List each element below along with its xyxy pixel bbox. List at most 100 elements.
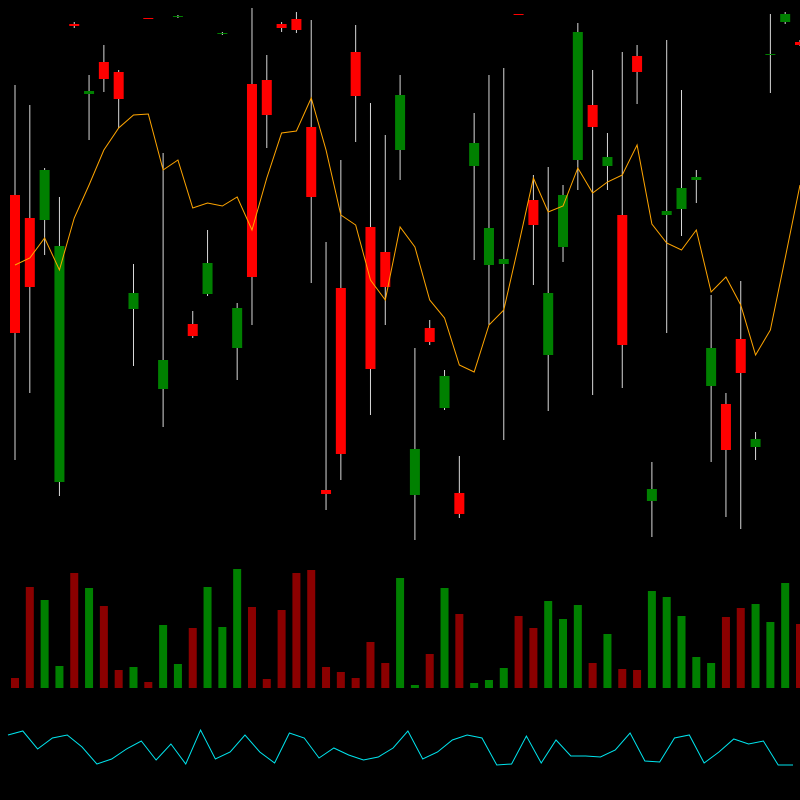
candle-body [54, 246, 65, 482]
volume-bar [396, 578, 405, 688]
candle-body [572, 32, 583, 160]
volume-bar [588, 663, 597, 688]
volume-bar [662, 597, 671, 688]
volume-bar [351, 678, 360, 688]
candle-body [602, 157, 613, 166]
candle-body [469, 143, 480, 166]
volume-bar [677, 616, 686, 688]
volume-bar [144, 682, 153, 688]
candle-body [424, 328, 435, 342]
candle-body [395, 95, 406, 150]
candle-body [735, 339, 746, 373]
candle-body [84, 91, 95, 94]
candle-body [69, 24, 80, 26]
candle-body [409, 449, 420, 495]
volume-bar [188, 628, 197, 688]
candle-body [454, 493, 465, 514]
volume-bar [499, 668, 508, 688]
candle-body [720, 404, 731, 450]
volume-bar [751, 604, 760, 688]
candle-body [10, 195, 20, 333]
candle-body [128, 293, 139, 309]
volume-bar [692, 657, 701, 688]
volume-bar [322, 667, 331, 688]
candle-body [587, 105, 598, 127]
volume-bar [618, 669, 627, 688]
volume-bar [70, 573, 79, 688]
volume-bar [114, 670, 123, 688]
volume-bar [470, 683, 479, 688]
volume-bar [129, 667, 138, 688]
volume-bar [40, 600, 49, 688]
volume-bar [781, 583, 790, 688]
candle-body [217, 33, 228, 34]
candle-body [439, 376, 450, 408]
volume-bar [647, 591, 656, 688]
volume-bar [707, 663, 716, 688]
candle-body [498, 259, 509, 264]
candle-body [380, 252, 391, 287]
volume-bar [218, 627, 227, 688]
candle-body [483, 228, 494, 265]
candle-body [113, 72, 124, 99]
volume-bar [262, 679, 271, 688]
volume-bar [573, 605, 582, 688]
moving-average [14, 96, 800, 373]
volume-bar [440, 588, 449, 688]
candle-body [306, 127, 317, 197]
candle-body [98, 62, 109, 79]
volume-bar [603, 634, 612, 688]
volume-bar [336, 672, 345, 688]
volume-bar [233, 569, 242, 688]
volume-bar [247, 607, 256, 688]
candle-body [646, 489, 657, 501]
candle-body [350, 52, 361, 96]
candle-body [661, 211, 672, 215]
candle-body [276, 24, 287, 28]
volume-bar [99, 606, 108, 688]
volume-bar [410, 685, 419, 688]
volume-bar [633, 670, 642, 688]
candle-body [39, 170, 50, 220]
candle-body [780, 14, 791, 22]
volume-bar [159, 625, 168, 688]
volume-bar [559, 619, 568, 688]
volume-bar [203, 587, 212, 688]
candle-body [321, 490, 332, 494]
candle-body [706, 348, 717, 386]
candle-body [558, 195, 569, 247]
volume-bar [721, 617, 730, 688]
volume-bar [381, 663, 390, 688]
volume-bar [736, 608, 745, 688]
candle-body [676, 188, 687, 209]
candle-body [158, 360, 169, 389]
volume-bar [529, 628, 538, 688]
volume-bar [514, 616, 523, 688]
candle-body [795, 42, 800, 45]
candle-body [187, 324, 198, 336]
volume-bar [55, 666, 64, 688]
candle-body [335, 288, 346, 454]
candle-body [202, 263, 213, 294]
candle-body [291, 19, 302, 30]
volume-bar [173, 664, 182, 688]
volume-bar [455, 614, 464, 688]
volume-bar [25, 587, 34, 688]
candle-body [261, 80, 272, 115]
candle-body [691, 177, 702, 180]
volume-bar [484, 680, 493, 688]
candle-body [632, 56, 643, 72]
volume-bar [766, 622, 775, 688]
candle-body [617, 215, 628, 345]
candle-body [765, 54, 776, 55]
candle-body [750, 439, 761, 447]
volume-bar [366, 642, 375, 688]
volume-bar [425, 654, 434, 688]
candle-body [365, 227, 376, 369]
candle-body [143, 18, 154, 19]
candle-body [24, 218, 35, 287]
candle-body [528, 200, 539, 225]
volume-bar [85, 588, 94, 688]
